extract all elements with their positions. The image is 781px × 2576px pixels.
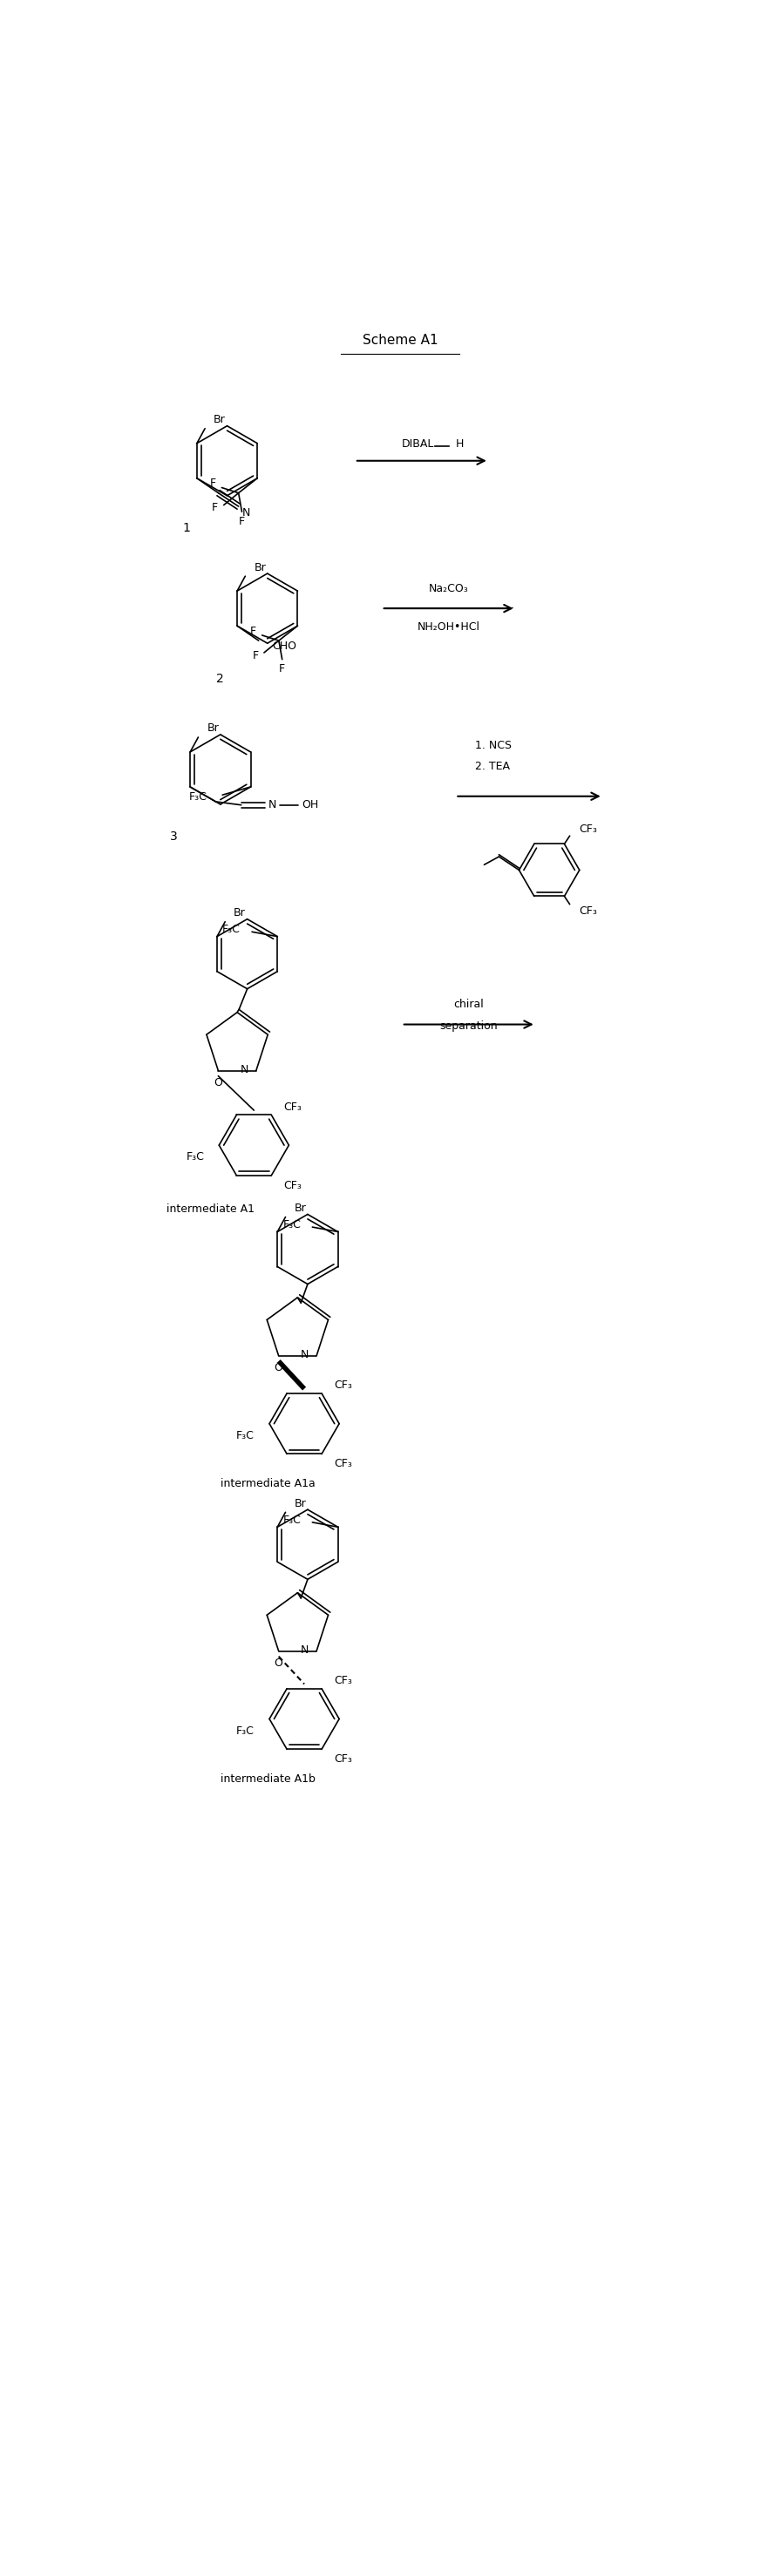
- Text: F: F: [210, 479, 216, 489]
- Text: CF₃: CF₃: [333, 1674, 352, 1687]
- Text: Br: Br: [207, 724, 219, 734]
- Text: Br: Br: [254, 562, 266, 572]
- Text: Br: Br: [294, 1203, 306, 1213]
- Text: F: F: [250, 626, 256, 636]
- Text: chiral: chiral: [454, 999, 484, 1010]
- Text: DIBAL: DIBAL: [401, 438, 434, 451]
- Text: N: N: [301, 1350, 308, 1360]
- Text: N: N: [242, 507, 251, 518]
- Text: H: H: [455, 438, 463, 451]
- Text: separation: separation: [440, 1020, 497, 1030]
- Text: F₃C: F₃C: [223, 925, 241, 935]
- Text: intermediate A1: intermediate A1: [166, 1203, 255, 1216]
- Text: 2. TEA: 2. TEA: [476, 760, 510, 773]
- Text: 3: 3: [169, 829, 177, 842]
- Text: CF₃: CF₃: [333, 1458, 352, 1471]
- Text: O: O: [274, 1656, 283, 1669]
- Text: CF₃: CF₃: [333, 1381, 352, 1391]
- Text: N: N: [269, 799, 276, 811]
- Text: F: F: [239, 515, 245, 528]
- Text: intermediate A1a: intermediate A1a: [220, 1479, 316, 1489]
- Text: O: O: [214, 1077, 223, 1087]
- Text: N: N: [301, 1643, 308, 1656]
- Text: F₃C: F₃C: [283, 1515, 301, 1525]
- Text: F: F: [279, 662, 285, 675]
- Text: Br: Br: [234, 907, 246, 920]
- Text: 2: 2: [216, 672, 224, 685]
- Text: CF₃: CF₃: [580, 824, 597, 835]
- Text: F₃C: F₃C: [237, 1726, 255, 1736]
- Text: F₃C: F₃C: [283, 1218, 301, 1231]
- Text: CF₃: CF₃: [284, 1103, 301, 1113]
- Text: F: F: [212, 502, 218, 513]
- Text: CF₃: CF₃: [580, 904, 597, 917]
- Text: Na₂CO₃: Na₂CO₃: [429, 582, 469, 595]
- Text: Br: Br: [214, 415, 226, 425]
- Text: O: O: [274, 1363, 283, 1373]
- Text: F: F: [252, 649, 259, 662]
- Text: intermediate A1b: intermediate A1b: [220, 1775, 316, 1785]
- Text: 1: 1: [183, 523, 191, 533]
- Text: 1. NCS: 1. NCS: [476, 739, 512, 752]
- Text: F₃C: F₃C: [237, 1430, 255, 1443]
- Text: OH: OH: [302, 799, 319, 811]
- Text: N: N: [240, 1064, 248, 1074]
- Text: CF₃: CF₃: [333, 1754, 352, 1765]
- Text: F₃C: F₃C: [186, 1151, 205, 1162]
- Text: Scheme A1: Scheme A1: [362, 332, 438, 348]
- Text: NH₂OH•HCl: NH₂OH•HCl: [417, 621, 480, 634]
- Text: CF₃: CF₃: [284, 1180, 301, 1190]
- Text: F₃C: F₃C: [189, 791, 207, 804]
- Text: CHO: CHO: [272, 641, 297, 652]
- Text: Br: Br: [294, 1497, 306, 1510]
